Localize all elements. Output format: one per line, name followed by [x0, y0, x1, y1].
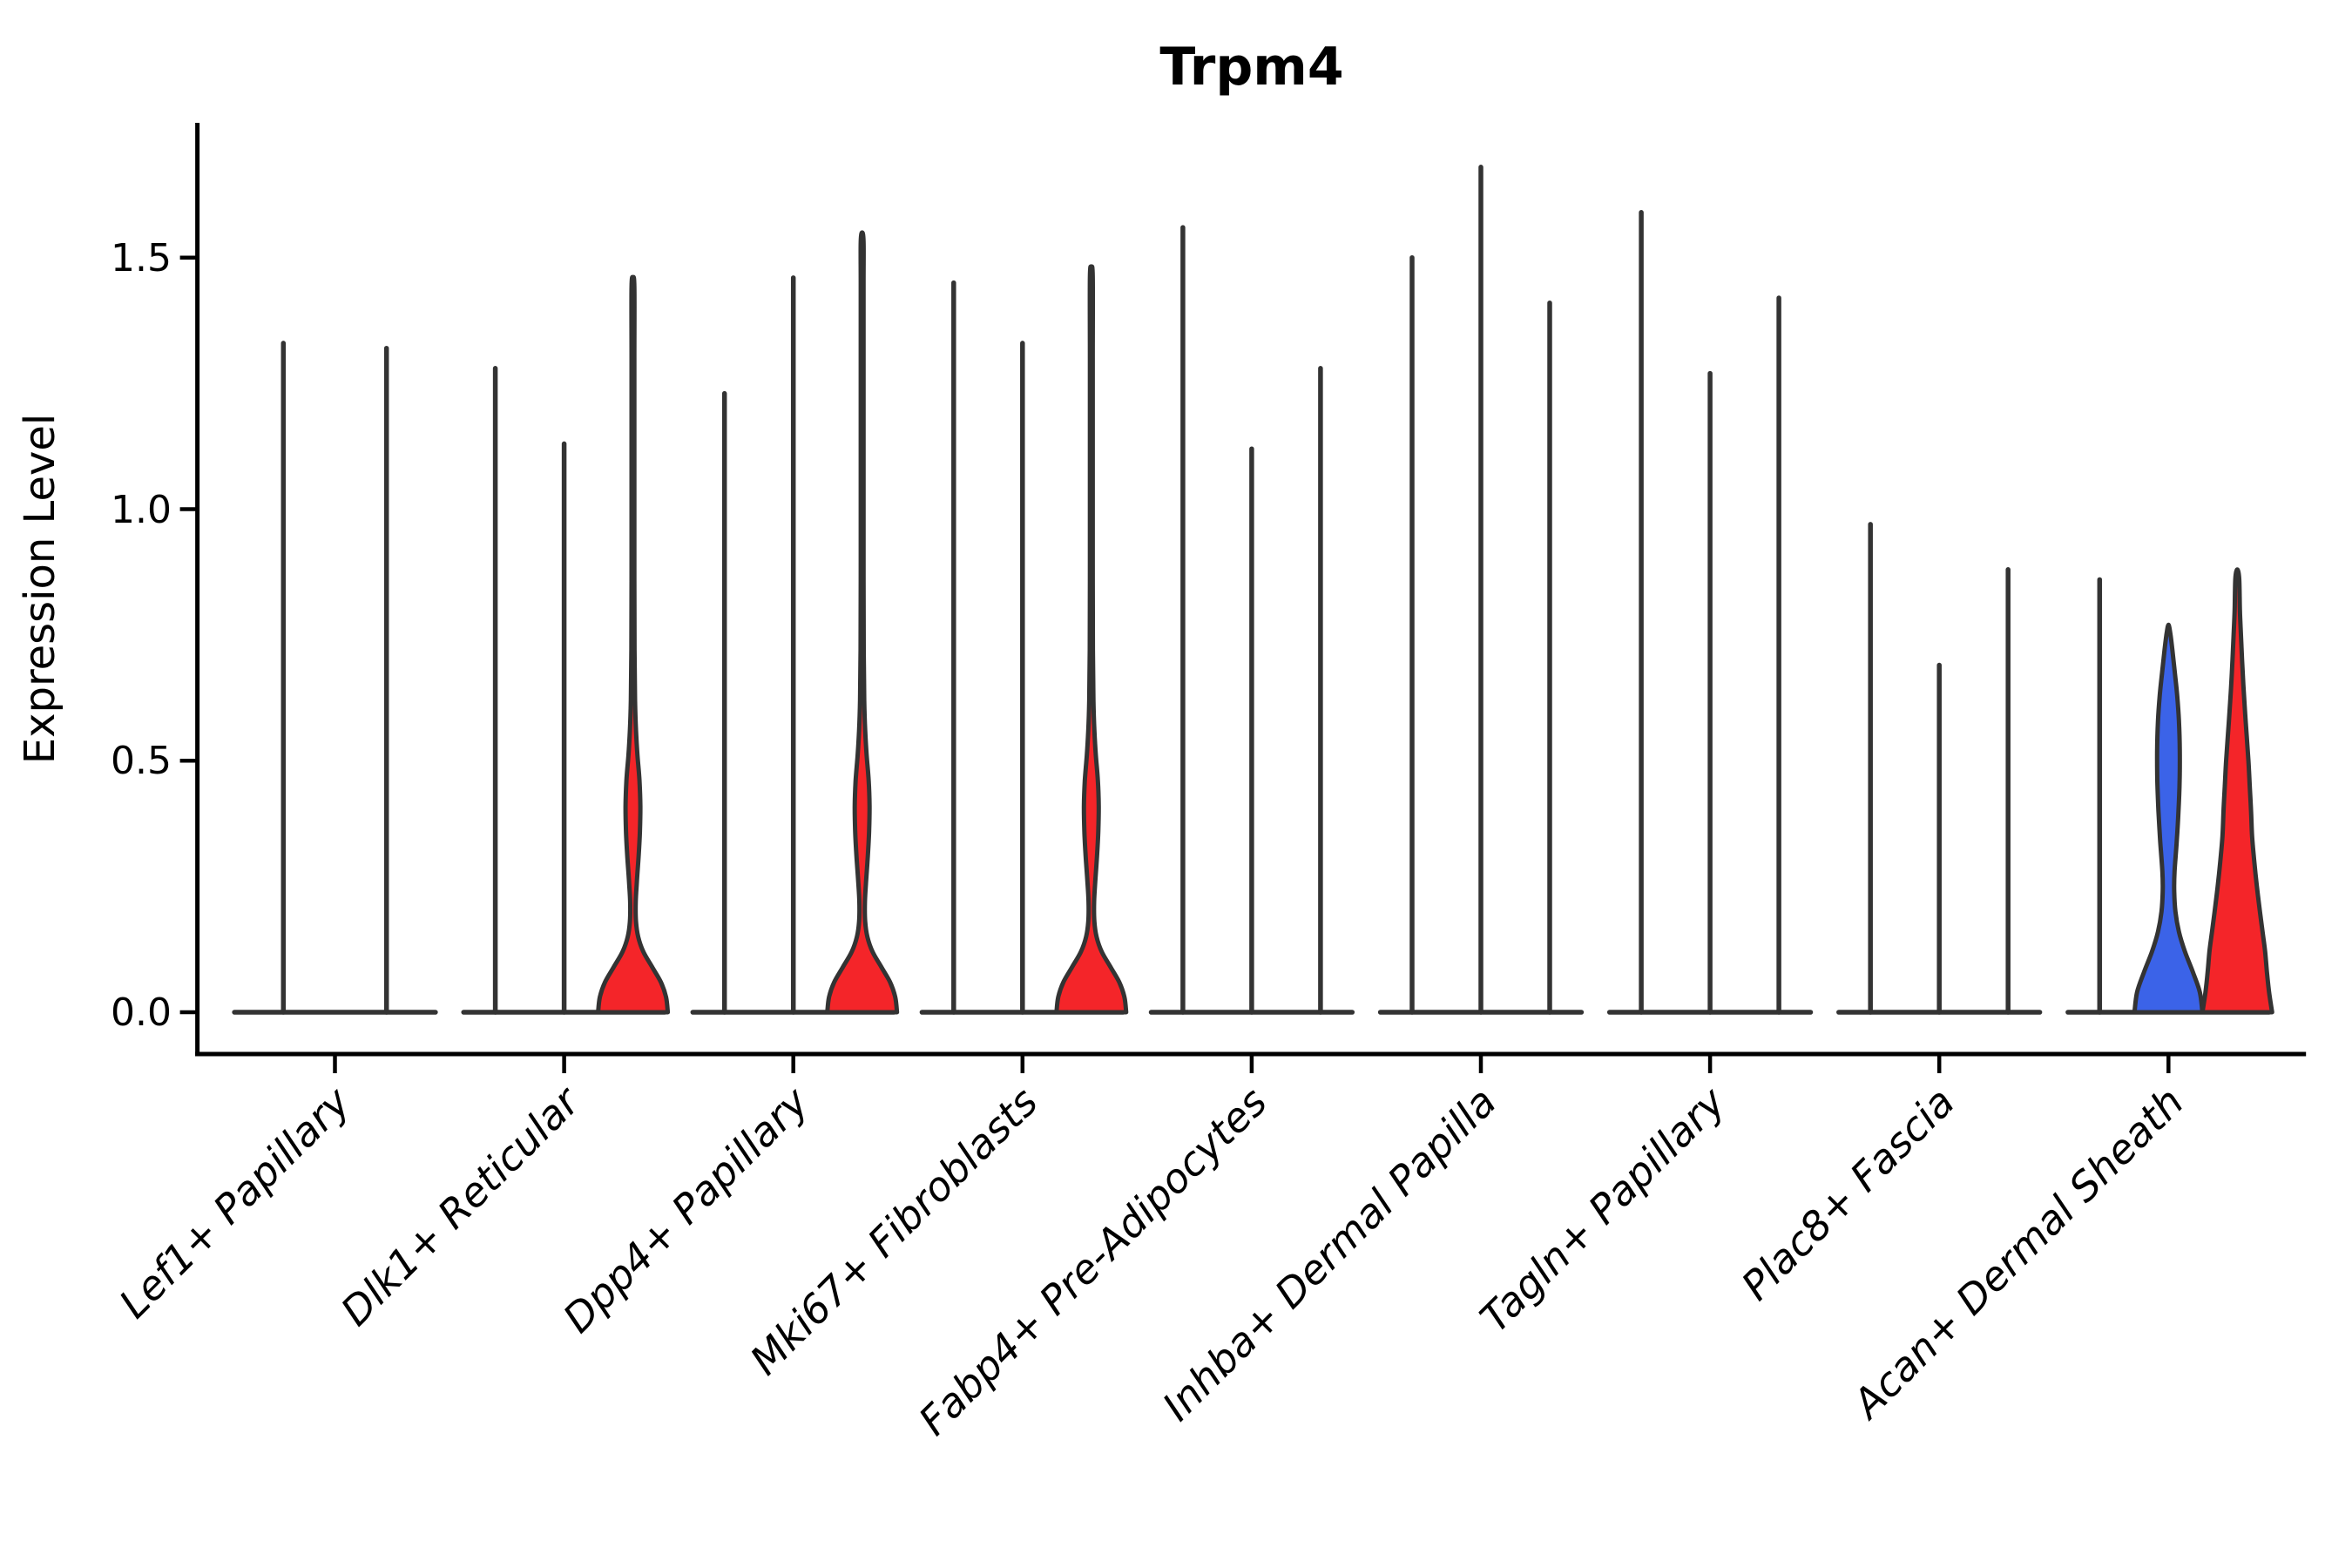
- y-tick-label-2: 1.0: [111, 488, 172, 532]
- x-tick-label-plac8-fascia: Plac8+ Fascia: [1733, 1078, 1963, 1309]
- y-tick-labels: 0.0 0.5 1.0 1.5: [111, 236, 172, 1035]
- violin-mki67-fibroblasts-split-3: [1054, 264, 1129, 1015]
- y-axis-label: Expression Level: [16, 414, 64, 765]
- chart-title: Trpm4: [1159, 37, 1343, 98]
- violin-acan-dermal-sheath-split-2: [2132, 622, 2205, 1015]
- x-tick-label-dlk1-reticular: Dlk1+ Reticular: [332, 1076, 591, 1335]
- y-tick-label-1: 0.5: [111, 739, 172, 783]
- x-tick-label-tagln-papillary: Tagln+ Papillary: [1471, 1078, 1735, 1342]
- y-tick-label-0: 0.0: [111, 990, 172, 1035]
- x-tick-labels: Lef1+ Papillary Dlk1+ Reticular Dpp4+ Pa…: [110, 1076, 2193, 1444]
- violins-layer: [232, 165, 2274, 1015]
- axes-layer: [179, 123, 2307, 1073]
- x-tick-label-lef1-papillary: Lef1+ Papillary: [110, 1078, 359, 1327]
- x-tick-label-dpp4-papillary: Dpp4+ Papillary: [554, 1078, 818, 1342]
- violin-dlk1-reticular-split-3: [596, 274, 671, 1015]
- y-tick-label-3: 1.5: [111, 236, 172, 280]
- violin-acan-dermal-sheath-split-3: [2200, 567, 2274, 1015]
- violin-dpp4-papillary-split-3: [825, 230, 900, 1015]
